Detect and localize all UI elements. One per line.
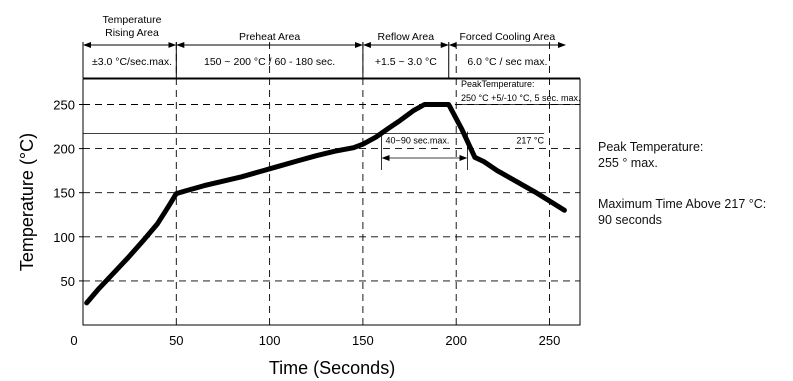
zone-label: Temperature: [103, 14, 162, 26]
x-tick-label: 250: [539, 333, 561, 348]
x-tick-label: 200: [445, 333, 467, 348]
x-tick-label: 50: [169, 333, 183, 348]
profile-series-line: [84, 102, 567, 306]
y-tick-label: 100: [53, 230, 75, 245]
y-tick-label: 150: [53, 186, 75, 201]
peak-temperature-note: Peak Temperature: 255 ° max.: [598, 139, 703, 171]
zone-label: Forced Cooling Area: [460, 31, 556, 43]
time-above-label: 40~90 sec.max.: [386, 136, 450, 146]
peak-temperature-label: 250 °C +5/-10 °C, 5 sec. max.: [461, 93, 581, 103]
x-tick-label: 0: [70, 333, 77, 348]
max-time-above-note-title: Maximum Time Above 217 °C:: [598, 197, 767, 211]
peak-temperature-note-value: 255 ° max.: [598, 156, 658, 170]
y-tick-label: 200: [53, 142, 75, 157]
peak-temperature-note-title: Peak Temperature:: [598, 140, 704, 154]
plot-frame: [82, 78, 581, 326]
x-axis-label: Time (Seconds): [269, 358, 395, 378]
max-time-above-note: Maximum Time Above 217 °C: 90 seconds: [598, 196, 766, 228]
max-time-above-note-value: 90 seconds: [598, 213, 662, 227]
zone-spec-label: ±3.0 °C/sec.max.: [92, 56, 172, 68]
zone-spec-label: 150 ~ 200 °C / 60 - 180 sec.: [204, 56, 335, 68]
zone-spec-label: +1.5 ~ 3.0 °C: [375, 56, 437, 68]
x-tick-label: 150: [352, 333, 374, 348]
y-axis-label: Temperature (°C): [17, 133, 37, 271]
zone-spec-label: 6.0 °C / sec max.: [467, 56, 547, 68]
peak-temperature-label: PeakTemperature:: [461, 79, 535, 89]
zone-label: Rising Area: [105, 27, 159, 39]
x-tick-label: 100: [259, 333, 281, 348]
y-tick-label: 250: [53, 98, 75, 113]
zone-label: Preheat Area: [239, 31, 300, 43]
zone-label: Reflow Area: [378, 31, 435, 43]
line-217-label: 217 °C: [516, 136, 544, 146]
y-tick-label: 50: [61, 274, 75, 289]
